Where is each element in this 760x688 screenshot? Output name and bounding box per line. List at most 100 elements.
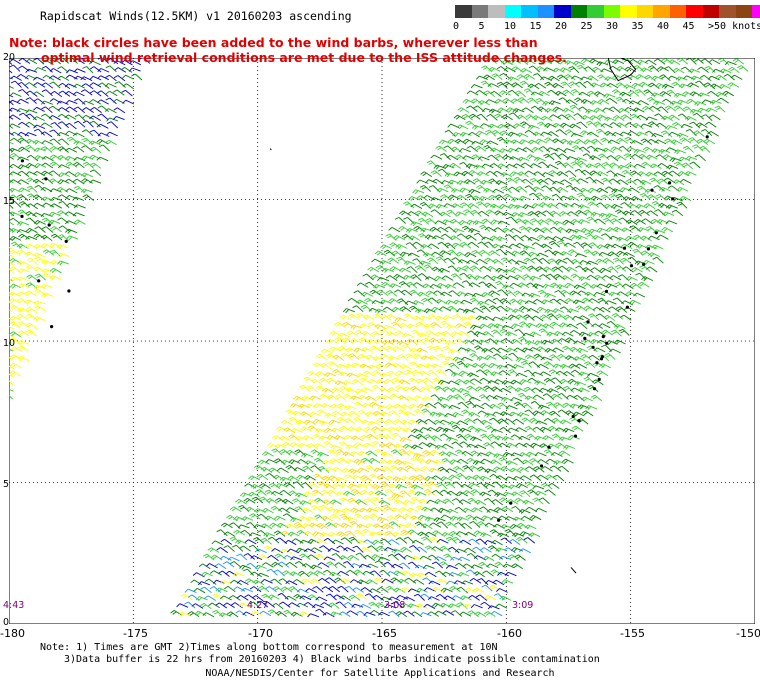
wind-barb [398,322,411,329]
wind-barb [332,410,344,417]
wind-barb [388,410,400,418]
wind-barb [431,475,444,482]
wind-barb [229,522,241,529]
wind-barb [289,403,302,409]
wind-barb [97,99,109,105]
wind-barb [65,194,78,200]
wind-barb [343,561,355,569]
wind-barb [622,196,635,202]
wind-barb [489,203,502,210]
wind-barb [548,369,561,376]
wind-barb [379,427,392,433]
wind-barb [294,449,306,456]
wind-barb [538,387,551,393]
wind-barb [556,171,569,177]
wind-barb [442,498,455,506]
wind-barb [502,491,515,497]
wind-barb [551,266,564,273]
wind-barb [9,292,14,296]
wind-barb [9,354,22,360]
wind-barb [419,260,431,266]
wind-barb [579,187,592,194]
wind-barb [567,378,580,385]
wind-barb [423,323,436,329]
wind-barb [260,578,273,584]
wind-barb [49,275,62,281]
wind-barb [443,203,456,208]
wind-barb [194,610,207,616]
wind-barb [266,568,278,576]
wind-barb [229,561,242,568]
wind-barb [461,170,474,177]
wind-barb [564,410,577,417]
wind-barb [277,561,290,568]
wind-barb [576,192,588,200]
wind-barb [215,587,228,593]
wind-barb [307,498,319,505]
wind-barb [521,417,533,424]
wind-barb [451,242,464,248]
wind-barb [614,281,626,289]
wind-barb [9,246,13,250]
wind-barb [532,283,545,289]
wind-barb [373,283,386,289]
wind-barb [472,546,484,554]
wind-barb [447,194,460,200]
wind-barb [547,258,560,266]
wind-barb [345,530,357,538]
wind-barb [433,345,445,353]
wind-barb [559,67,572,73]
wind-barb [632,248,644,256]
wind-barb [33,128,46,136]
wind-barb [390,577,402,584]
wind-barb [216,547,229,554]
colorbar-label: 25 [580,21,593,32]
wind-barb [279,490,292,497]
wind-barb [444,283,457,289]
wind-barb [381,339,394,345]
wind-barb [270,490,283,496]
wind-barb [312,473,325,481]
wind-barb [480,80,492,88]
wind-barb [618,145,630,153]
wind-barb [388,227,401,233]
wind-barb [470,507,483,513]
wind-barb [17,131,30,137]
wind-barb [491,129,503,137]
wind-barb [24,299,37,305]
wind-barb [400,289,413,296]
wind-barb [395,484,408,490]
wind-barb [649,163,662,169]
wind-barb [562,371,575,377]
wind-barb [294,561,307,568]
wind-barb [623,84,636,90]
wind-barb [491,73,503,81]
wind-barb [596,187,609,194]
wind-barb [539,426,552,432]
wind-barb [409,289,421,297]
wind-barb [511,323,523,329]
wind-barb [666,89,678,97]
wind-barb [290,517,303,523]
wind-barb [42,273,54,280]
wind-barb [453,580,466,585]
wind-barb [392,346,405,352]
wind-barb [399,437,412,443]
wind-barb [293,467,306,473]
wind-barb [440,320,452,328]
wind-barb [304,403,317,409]
wind-barb [669,157,682,163]
wind-barb [9,94,14,98]
wind-barb [427,596,440,601]
wind-barb [57,210,69,217]
wind-barb [359,323,372,329]
wind-barb [490,611,503,617]
wind-barb [523,245,535,251]
lon-label-150: -150 [736,627,760,640]
wind-barb [524,524,537,530]
wind-barb [593,121,606,128]
wind-barb [397,298,409,306]
wind-barb [385,233,397,241]
wind-barb [570,202,583,208]
wind-barb [395,370,408,376]
